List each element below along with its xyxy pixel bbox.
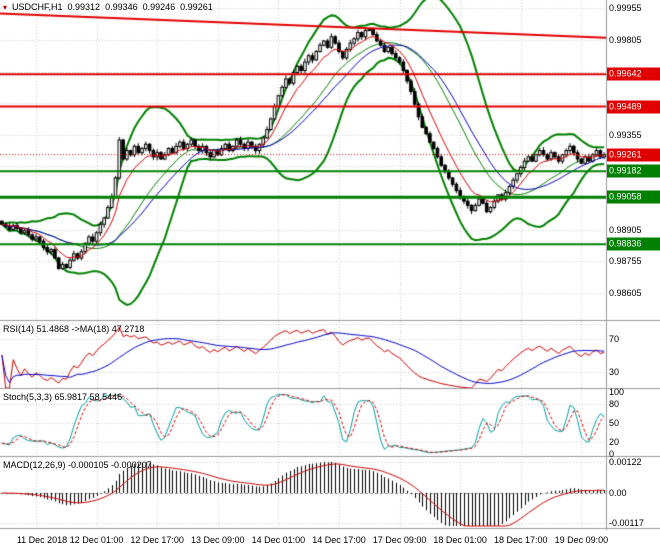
rsi-indicator-label: RSI(14) 51.4868 ->MA(18) 47.2718: [3, 324, 145, 334]
price-tick-label: 0.98605: [609, 287, 642, 298]
time-axis-label: 18 Dec 01:00: [433, 535, 487, 545]
price-tick-label: 0.99805: [609, 34, 642, 45]
time-axis-label: 14 Dec 17:00: [312, 535, 366, 545]
time-axis-label: 13 Dec 09:00: [191, 535, 245, 545]
chart-open-value: 0.99312: [67, 2, 101, 12]
support-price-tag: 0.99182: [607, 164, 660, 178]
stoch-level-label: 20: [609, 436, 620, 447]
resistance-price-tag: 0.99642: [607, 67, 660, 81]
chart-header: ▾ USDCHF,H1 0.99312 0.99346 0.99246 0.99…: [3, 2, 213, 12]
chart-symbol-icon: ▾: [3, 2, 8, 12]
chart-low-value: 0.99246: [142, 2, 176, 12]
time-axis-label: 11 Dec 2018: [16, 535, 68, 545]
stoch-level-label: 80: [609, 399, 620, 410]
time-axis-label: 12 Dec 01:00: [69, 535, 124, 545]
time-axis-label: 17 Dec 09:00: [372, 535, 427, 545]
price-tick-label: 0.98755: [609, 256, 642, 267]
macd-indicator-label: MACD(12,26,9) -0.000105 -0.000207: [3, 460, 152, 470]
macd-level-label: -0.00117: [609, 517, 644, 528]
stoch-level-label: 100: [609, 387, 625, 397]
rsi-level-label: 70: [609, 333, 620, 344]
support-price-tag: 0.99058: [607, 190, 660, 204]
stoch-level-label: 0: [609, 449, 615, 459]
price-tick-label: 0.98905: [609, 224, 642, 235]
price-tick-label: 0.99955: [609, 3, 642, 14]
price-tick-label: 0.99355: [609, 129, 642, 140]
chart-high-value: 0.99346: [105, 2, 138, 12]
time-axis-label: 19 Dec 09:00: [554, 535, 609, 545]
time-axis-label: 14 Dec 01:00: [251, 535, 306, 545]
current-price-tag: 0.99261: [607, 148, 660, 162]
chart-symbol-label: USDCHF,H1: [12, 2, 63, 12]
resistance-price-tag: 0.99489: [607, 100, 660, 114]
stoch-level-label: 50: [609, 418, 620, 428]
time-axis-label: 12 Dec 17:00: [130, 535, 184, 545]
stoch-indicator-label: Stoch(5,3,3) 65.9817 58.5446: [3, 392, 123, 402]
macd-level-label: 0.00: [609, 488, 627, 498]
chart-close-value: 0.99261: [180, 2, 213, 12]
support-price-tag: 0.98836: [607, 237, 660, 251]
rsi-level-label: 30: [609, 366, 620, 377]
time-axis-label: 18 Dec 17:00: [494, 535, 548, 545]
macd-level-label: 0.00122: [609, 457, 642, 468]
